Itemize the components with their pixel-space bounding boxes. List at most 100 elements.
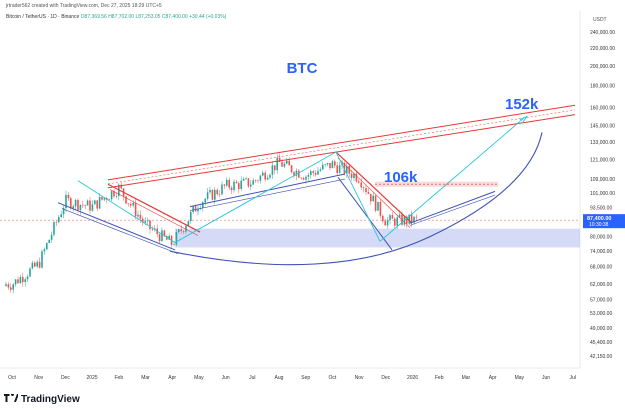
x-tick-label: Feb [435, 375, 444, 381]
candle-body [77, 199, 79, 211]
candle-body [370, 193, 372, 202]
candle-body [310, 171, 312, 176]
candle-body [302, 178, 305, 180]
candle-countdown: 10:30:38 [589, 222, 609, 228]
blue-channel-lower [189, 178, 346, 211]
candle-body [290, 165, 293, 173]
candle-body [235, 181, 238, 184]
candle-body [58, 217, 60, 223]
candle-body [130, 203, 132, 206]
candle-body [365, 187, 367, 193]
chart-credit: jrtrader562 created with TradingView.com… [6, 3, 162, 9]
candle-body [394, 218, 396, 226]
candle-body [295, 170, 298, 176]
blue-support-line-1b [61, 208, 179, 254]
candle-body [79, 204, 82, 211]
candle-body [139, 214, 142, 219]
candle-body [223, 184, 226, 186]
candle-body [300, 177, 302, 179]
x-tick-label: Dec [381, 375, 390, 381]
candle-body [254, 180, 257, 181]
candle-body [415, 216, 418, 218]
candle-body [288, 160, 290, 166]
candle-body [197, 208, 199, 212]
candle-body [214, 189, 216, 200]
candles [5, 153, 418, 294]
candle-body [353, 173, 355, 179]
candle-body [396, 217, 398, 226]
candle-body [151, 229, 154, 230]
candle-body [180, 229, 182, 231]
current-price-tag [583, 214, 625, 229]
annotation-152k: 152k [505, 96, 539, 113]
candle-body [175, 232, 178, 245]
candle-body [334, 161, 336, 166]
candle-body [173, 244, 175, 246]
x-tick-label: Mar [462, 375, 471, 381]
candle-body [281, 162, 283, 167]
symbol-info: Bitcoin / TetherUS · 1D · Binance O87,36… [6, 14, 226, 20]
candle-body [336, 165, 338, 174]
candle-body [166, 236, 168, 240]
candle-body [218, 194, 221, 195]
candle-body [262, 172, 264, 176]
cyan-arrow-head [519, 115, 529, 124]
candle-body [278, 157, 281, 163]
candle-body [269, 174, 271, 178]
candle-body [149, 220, 151, 230]
candle-body [36, 261, 38, 267]
candle-body [12, 284, 14, 290]
candle-body [221, 184, 223, 195]
candle-body [5, 284, 7, 287]
y-tick-label: 57,000.00 [590, 298, 612, 304]
candle-body [72, 206, 74, 209]
candle-body [96, 200, 98, 209]
y-tick-label: 121,000.00 [590, 157, 615, 163]
cyan-line-1 [77, 180, 176, 243]
y-tick-label: 200,000.00 [590, 64, 615, 70]
red-channel-upper [107, 104, 576, 181]
candle-body [276, 157, 278, 171]
candle-body [22, 277, 24, 283]
candle-body [113, 191, 115, 197]
x-tick-label: Jun [222, 375, 230, 381]
candle-body [307, 175, 310, 177]
candle-body [346, 166, 348, 174]
candle-body [137, 214, 139, 217]
y-tick-label: 145,000.00 [590, 124, 615, 130]
candle-body [406, 216, 408, 224]
candle-body [398, 214, 401, 218]
candle-body [144, 221, 146, 223]
y-tick-label: 133,000.00 [590, 140, 615, 146]
ohlc-values: O87,369.56 H87,702.00 L87,253.05 C87,400… [80, 14, 227, 20]
candle-body [185, 225, 187, 232]
x-tick-label: Apr [168, 375, 176, 381]
x-tick-label: Jun [542, 375, 550, 381]
candle-body [24, 279, 26, 283]
y-tick-label: 49,000.00 [590, 326, 612, 332]
candle-body [338, 165, 341, 174]
x-tick-label: Apr [489, 375, 497, 381]
candle-body [55, 221, 58, 223]
x-tick-label: Mar [141, 375, 150, 381]
cyan-line-2 [174, 151, 337, 243]
y-tick-label: 80,000.00 [590, 234, 612, 240]
candle-body [230, 187, 233, 191]
x-tick-label: 2025 [87, 375, 98, 381]
candle-body [46, 242, 48, 250]
cyan-line-3 [335, 151, 381, 242]
x-tick-label: Sep [301, 375, 310, 381]
candle-body [312, 171, 314, 173]
candle-body [29, 268, 31, 277]
candle-body [317, 170, 319, 175]
y-tick-label: 62,000.00 [590, 282, 612, 288]
candle-body [238, 183, 240, 189]
candle-body [372, 195, 374, 202]
candle-body [377, 201, 379, 211]
candle-body [240, 180, 242, 189]
tradingview-footer: TradingView [4, 392, 80, 406]
candle-body [322, 164, 324, 170]
candle-body [110, 191, 113, 200]
candle-body [358, 181, 360, 183]
